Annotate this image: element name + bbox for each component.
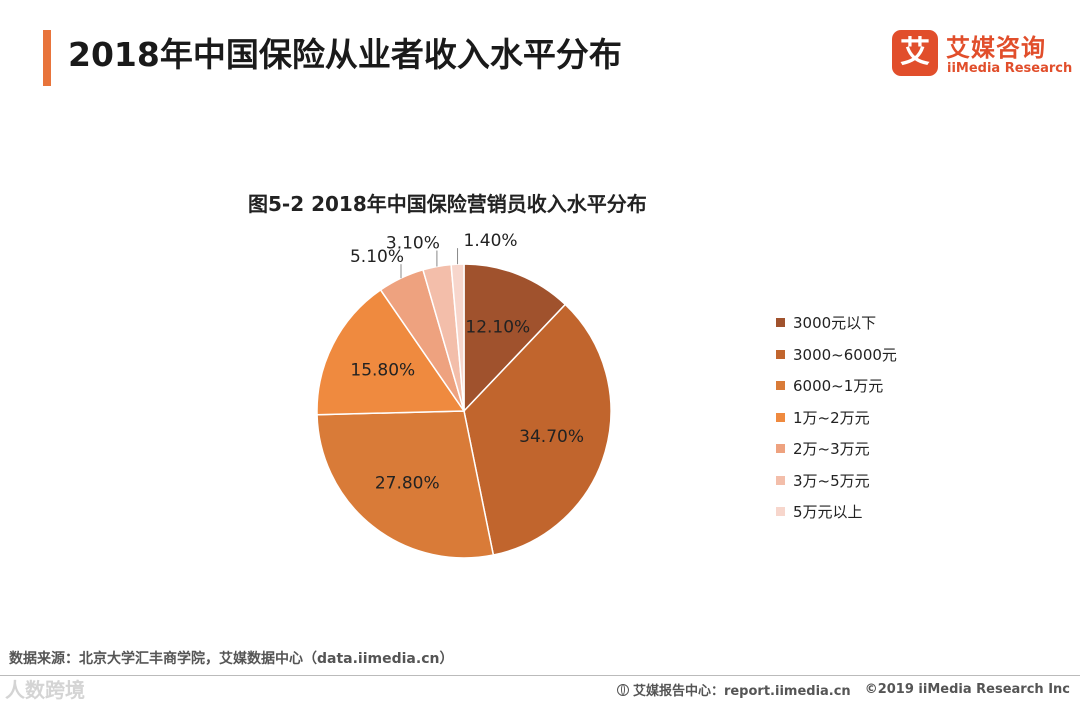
chart-title: 图5-2 2018年中国保险营销员收入水平分布 xyxy=(248,192,647,216)
legend-swatch xyxy=(776,412,785,422)
data-source-note: 数据来源：北京大学汇丰商学院，艾媒数据中心（data.iimedia.cn） xyxy=(9,651,454,667)
legend-label: 1万~2万元 xyxy=(793,408,870,427)
legend-label: 2万~3万元 xyxy=(793,440,870,459)
title-accent-bar xyxy=(43,30,51,86)
legend-swatch xyxy=(776,381,785,391)
globe-icon xyxy=(616,683,629,696)
legend-label: 3000元以下 xyxy=(793,314,877,333)
legend-swatch xyxy=(776,349,785,359)
pie-label-6000-10k: 27.80% xyxy=(375,473,440,493)
legend-label: 5万元以上 xyxy=(793,503,863,522)
pie-slice-10k-20k xyxy=(316,288,466,416)
legend-item-30k-50k: 3万~5万元 xyxy=(776,465,897,497)
chart-legend: 3000元以下 3000~6000元 6000~1万元 1万~2万元 2万~3万元 3万~… xyxy=(776,307,897,528)
legend-item-over-50k: 5万元以上 xyxy=(776,496,897,528)
legend-item-20k-30k: 2万~3万元 xyxy=(776,433,897,465)
logo-name-en: iiMedia Research xyxy=(947,61,1073,76)
logo-name-cn: 艾媒咨询 xyxy=(946,34,1046,62)
legend-swatch xyxy=(776,507,785,517)
pie-label-over-50k: 1.40% xyxy=(464,231,518,251)
footer-divider xyxy=(0,675,1080,676)
pie-slice-3000-6000 xyxy=(463,303,612,556)
legend-swatch xyxy=(776,444,785,454)
legend-swatch xyxy=(776,318,785,328)
pie-label-under-3000: 12.10% xyxy=(465,317,530,337)
pie-slice-under-3000 xyxy=(463,263,567,413)
page-title: 2018年中国保险从业者收入水平分布 xyxy=(68,35,622,74)
iimedia-logo: 艾 艾媒咨询 iiMedia Research xyxy=(892,30,1072,82)
legend-item-10k-20k: 1万~2万元 xyxy=(776,402,897,434)
legend-label: 6000~1万元 xyxy=(793,377,884,396)
legend-label: 3000~6000元 xyxy=(793,345,897,364)
legend-label: 3万~5万元 xyxy=(793,471,870,490)
legend-swatch xyxy=(776,475,785,485)
legend-item-6000-10k: 6000~1万元 xyxy=(776,370,897,402)
legend-item-3000-6000: 3000~6000元 xyxy=(776,339,897,371)
footer-credits: 艾媒报告中心：report.iimedia.cn ©2019 iiMedia R… xyxy=(616,680,1070,699)
pie-slice-6000-10k xyxy=(316,410,495,559)
pie-label-30k-50k: 3.10% xyxy=(386,234,440,254)
watermark: 人数跨境 xyxy=(5,678,85,702)
pie-label-10k-20k: 15.80% xyxy=(350,361,415,381)
report-site: 艾媒报告中心：report.iimedia.cn xyxy=(632,684,851,699)
pie-label-20k-30k: 5.10% xyxy=(350,247,404,267)
legend-item-under-3000: 3000元以下 xyxy=(776,307,897,339)
logo-mark-icon: 艾 xyxy=(892,30,938,76)
pie-label-3000-6000: 34.70% xyxy=(519,427,584,447)
copyright: ©2019 iiMedia Research Inc xyxy=(864,682,1070,697)
